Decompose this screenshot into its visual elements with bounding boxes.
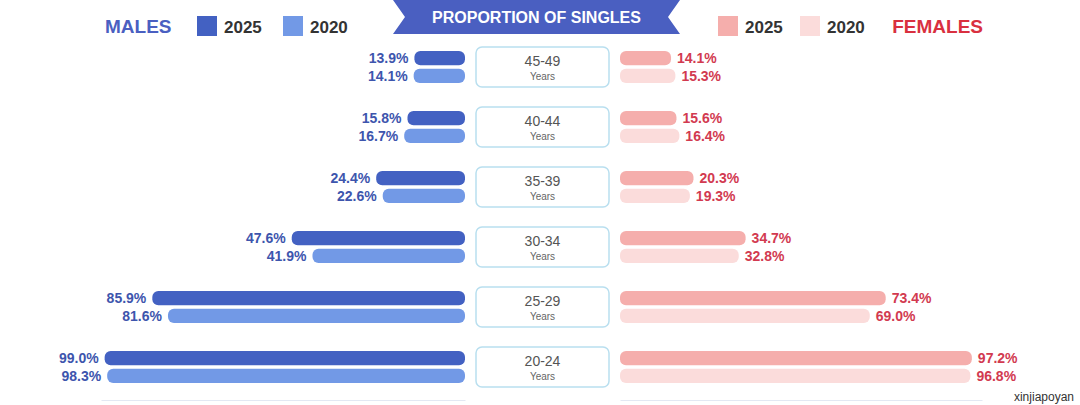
- bar: [312, 249, 465, 263]
- bar: [107, 369, 465, 383]
- bar: [620, 351, 972, 365]
- data-label: 85.9%: [107, 290, 147, 306]
- unit-label: Years: [530, 311, 555, 322]
- category-box: [476, 227, 609, 267]
- category-label: 35-39: [525, 173, 561, 189]
- category-box: [476, 107, 609, 147]
- data-label: 14.1%: [368, 68, 408, 84]
- data-label: 14.1%: [677, 50, 717, 66]
- category-label: 30-34: [525, 233, 561, 249]
- data-label: 32.8%: [745, 248, 785, 264]
- legend-label: 2020: [310, 18, 348, 37]
- bar: [620, 129, 679, 143]
- bar: [620, 309, 870, 323]
- category-box: [476, 47, 609, 87]
- bar: [620, 69, 675, 83]
- bar: [620, 249, 739, 263]
- bar: [168, 309, 465, 323]
- data-label: 81.6%: [122, 308, 162, 324]
- data-label: 22.6%: [337, 188, 377, 204]
- data-label: 16.4%: [685, 128, 725, 144]
- chart: PROPORTION OF SINGLES MALES 2025 2020 FEMALE…: [0, 0, 1080, 405]
- category-label: 40-44: [525, 113, 561, 129]
- bar: [414, 51, 465, 65]
- data-label: 15.6%: [682, 110, 722, 126]
- legend-label: 2025: [745, 18, 783, 37]
- bar: [404, 129, 465, 143]
- bar: [105, 351, 465, 365]
- bar: [620, 171, 693, 185]
- legend-swatch: [718, 16, 738, 36]
- legend-swatch: [283, 16, 303, 36]
- bar: [620, 189, 690, 203]
- data-label: 20.3%: [699, 170, 739, 186]
- bar: [620, 291, 886, 305]
- axis-line: [102, 400, 466, 401]
- bar: [376, 171, 465, 185]
- category-label: 25-29: [525, 293, 561, 309]
- data-label: 97.2%: [978, 350, 1018, 366]
- bars-panel: [105, 51, 465, 383]
- axis-line: [621, 400, 983, 401]
- x-axis: [102, 400, 466, 401]
- legend-group-name: FEMALES: [892, 16, 983, 37]
- x-axis: [621, 400, 983, 401]
- legend-swatch: [197, 16, 217, 36]
- bars-panel: [620, 51, 972, 383]
- title: PROPORTION OF SINGLES: [432, 9, 641, 26]
- data-label: 16.7%: [359, 128, 399, 144]
- bar: [620, 231, 746, 245]
- data-label: 73.4%: [892, 290, 932, 306]
- data-label: 34.7%: [752, 230, 792, 246]
- unit-label: Years: [530, 251, 555, 262]
- category-label: 45-49: [525, 53, 561, 69]
- data-label: 15.8%: [362, 110, 402, 126]
- data-label: 15.3%: [681, 68, 721, 84]
- category-box: [476, 167, 609, 207]
- bar: [407, 111, 465, 125]
- data-label: 96.8%: [976, 368, 1016, 384]
- unit-label: Years: [530, 191, 555, 202]
- bar: [620, 51, 671, 65]
- data-label: 19.3%: [696, 188, 736, 204]
- unit-label: Years: [530, 131, 555, 142]
- title-banner: [393, 0, 680, 34]
- bar: [620, 111, 676, 125]
- legend-label: 2020: [827, 18, 865, 37]
- category-label: 20-24: [525, 353, 561, 369]
- data-label: 69.0%: [876, 308, 916, 324]
- data-label: 24.4%: [330, 170, 370, 186]
- legend-label: 2025: [224, 18, 262, 37]
- data-label: 98.3%: [61, 368, 101, 384]
- unit-label: Years: [530, 71, 555, 82]
- data-label: 47.6%: [246, 230, 286, 246]
- legend-swatch: [800, 16, 820, 36]
- data-label: 41.9%: [267, 248, 307, 264]
- legend-group-name: MALES: [105, 16, 172, 37]
- bar: [292, 231, 465, 245]
- bar: [152, 291, 465, 305]
- bar: [620, 369, 970, 383]
- unit-label: Years: [530, 371, 555, 382]
- data-label: 99.0%: [59, 350, 99, 366]
- bar: [383, 189, 465, 203]
- watermark: xinjiapoyan: [1014, 390, 1074, 404]
- bar: [414, 69, 465, 83]
- category-box: [476, 287, 609, 327]
- data-label: 13.9%: [369, 50, 409, 66]
- category-box: [476, 347, 609, 387]
